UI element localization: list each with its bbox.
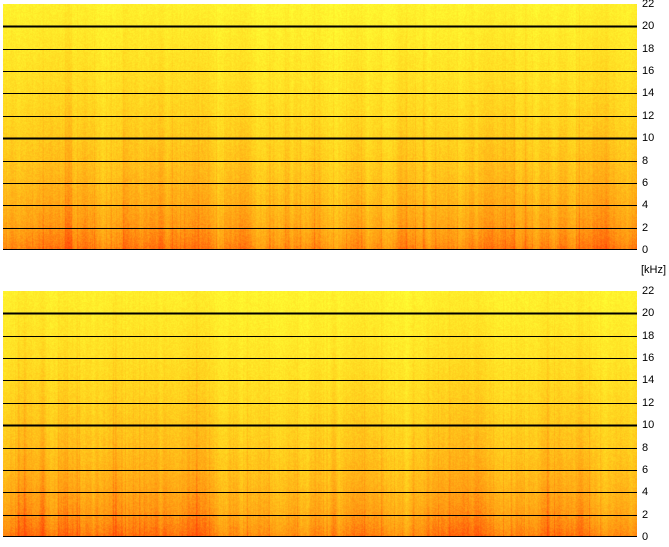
y-tick-label: 10 bbox=[642, 419, 655, 432]
spectrogram-top bbox=[3, 4, 637, 250]
y-tick-label: 20 bbox=[642, 307, 655, 320]
spectrogram-bottom bbox=[3, 291, 637, 537]
y-tick-label: 16 bbox=[642, 65, 655, 78]
y-tick-label: 18 bbox=[642, 329, 655, 342]
spectrogram-top-gridlines bbox=[3, 25, 637, 250]
y-tick-label: 6 bbox=[642, 463, 649, 476]
y-tick-label: 8 bbox=[642, 154, 649, 167]
y-tick-label: 18 bbox=[642, 42, 655, 55]
y-tick-label: 22 bbox=[642, 0, 655, 10]
spectrogram-bottom-gridlines bbox=[3, 312, 637, 537]
y-tick-label: 4 bbox=[642, 199, 649, 212]
y-tick-label: 12 bbox=[642, 109, 655, 122]
frequency-unit-label: [kHz] bbox=[641, 264, 667, 276]
y-tick-label: 4 bbox=[642, 486, 649, 499]
y-tick-label: 22 bbox=[642, 285, 655, 297]
y-tick-label: 2 bbox=[642, 508, 649, 521]
y-tick-label: 12 bbox=[642, 396, 655, 409]
y-tick-label: 20 bbox=[642, 20, 655, 33]
y-tick-label: 2 bbox=[642, 221, 649, 234]
y-tick-label: 10 bbox=[642, 132, 655, 145]
y-tick-label: 0 bbox=[642, 244, 649, 256]
spectrogram-bottom-heatmap bbox=[3, 291, 637, 537]
y-tick-label: 14 bbox=[642, 374, 655, 387]
spectrogram-top-heatmap bbox=[3, 4, 637, 250]
y-tick-label: 8 bbox=[642, 441, 649, 454]
frequency-axis-bottom: 0 2 4 6 8 10 12 14 16 18 20 22 bbox=[638, 285, 669, 547]
y-tick-label: 16 bbox=[642, 352, 655, 365]
frequency-axis-top: 0 2 4 6 8 10 12 14 16 18 20 22 bbox=[638, 0, 669, 260]
y-tick-label: 14 bbox=[642, 87, 655, 100]
y-tick-label: 0 bbox=[642, 531, 649, 543]
y-tick-label: 6 bbox=[642, 176, 649, 189]
